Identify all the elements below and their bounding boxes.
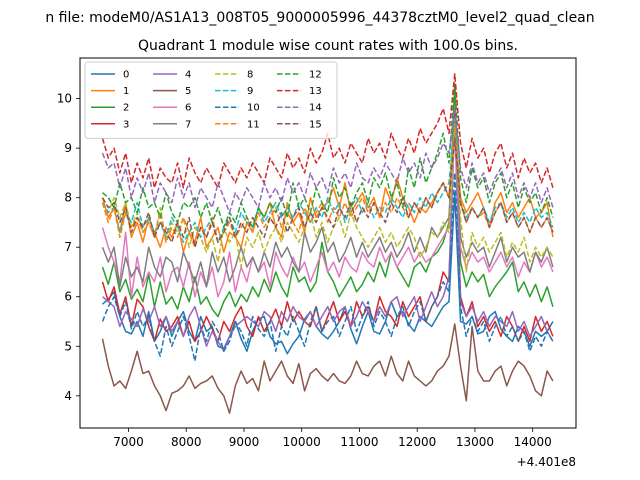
series-line-4 [102, 122, 554, 352]
legend-label-1: 1 [123, 86, 129, 97]
legend-label-13: 13 [309, 86, 322, 97]
x-tick-label: 8000 [171, 435, 202, 449]
legend-label-4: 4 [185, 70, 191, 81]
y-tick-label: 9 [64, 141, 72, 155]
series-line-14 [101, 107, 554, 214]
y-tick-label: 5 [64, 339, 72, 353]
y-tick-label: 7 [64, 240, 72, 254]
legend-label-8: 8 [247, 70, 253, 81]
legend-label-5: 5 [185, 86, 191, 97]
legend-label-6: 6 [185, 103, 191, 114]
x-tick-label: 7000 [113, 435, 144, 449]
legend-label-2: 2 [123, 103, 129, 114]
series-line-15 [101, 137, 554, 248]
chart-title: Quadrant 1 module wise count rates with … [138, 38, 518, 54]
legend-label-11: 11 [247, 119, 260, 130]
legend-label-14: 14 [309, 103, 322, 114]
legend-label-10: 10 [247, 103, 260, 114]
y-tick-label: 4 [64, 389, 72, 403]
x-axis: 7000 8000 9000 10000 11000 12000 13000 14000 [113, 428, 552, 449]
legend-box [84, 61, 338, 139]
legend-label-12: 12 [309, 70, 322, 81]
axes-frame [79, 57, 577, 429]
series-line-3 [101, 112, 554, 343]
x-tick-label: 14000 [514, 435, 552, 449]
y-axis: 4 5 6 7 8 9 10 [57, 92, 80, 403]
series-line-8 [101, 127, 554, 273]
plot-area: 7000 8000 9000 10000 11000 12000 13000 14000 4 5… [57, 57, 577, 469]
y-tick-label: 6 [64, 290, 72, 304]
series-line-10 [101, 172, 554, 362]
legend-label-3: 3 [123, 119, 129, 130]
y-tick-label: 8 [64, 191, 72, 205]
x-tick-label: 9000 [229, 435, 260, 449]
legend-label-9: 9 [247, 86, 253, 97]
series-line-5 [101, 323, 554, 414]
legend-label-0: 0 [123, 70, 129, 81]
x-tick-label: 11000 [340, 435, 378, 449]
y-tick-label: 10 [57, 92, 72, 106]
series-line-6 [101, 132, 554, 298]
series-line-7 [101, 117, 554, 288]
x-tick-label: 12000 [398, 435, 436, 449]
figure-suptitle: n file: modeM0/AS1A13_008T05_9000005996_… [45, 10, 594, 26]
legend-label-7: 7 [185, 119, 191, 130]
x-tick-label: 13000 [456, 435, 494, 449]
x-tick-label: 10000 [283, 435, 321, 449]
legend-label-15: 15 [309, 119, 322, 130]
series-layer [101, 73, 554, 414]
x-axis-offset-label: +4.401e8 [517, 455, 576, 469]
